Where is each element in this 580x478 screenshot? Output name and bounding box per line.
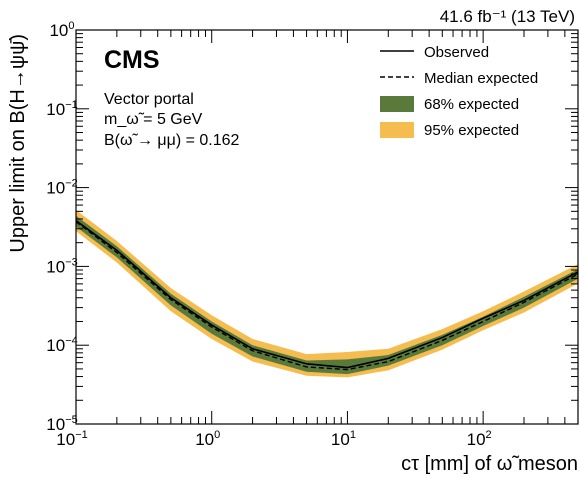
legend-68-label: 68% expected [424,96,519,113]
band-68-expected [76,215,578,375]
y-tick-label: 100 [49,20,74,40]
x-tick-label: 102 [467,429,492,449]
y-tick-label: 10−2 [46,178,77,198]
x-tick-label: 101 [331,429,356,449]
y-tick-label: 10−4 [46,335,77,355]
observed-line [75,220,579,369]
y-axis-label: Upper limit on B(H→ψψ̄) [7,34,29,253]
x-tick-label: 10−1 [56,429,87,449]
x-axis-label: cτ [mm] of ω̃ meson [401,453,578,475]
annotation-portal: Vector portal [104,91,194,108]
experiment-label: CMS [104,46,160,74]
legend-95-swatch [380,122,414,138]
axis-ticks [75,29,579,425]
plot-frame [75,29,579,425]
legend-95-label: 95% expected [424,122,519,139]
y-tick-label: 10−3 [46,256,77,276]
median-expected-line [75,221,579,371]
lumi-label: 41.6 fb⁻¹ (13 TeV) [440,7,575,26]
annotation-branching: B(ω̃ → μμ) = 0.162 [104,132,240,149]
annotation-mass: m_ω̃ = 5 GeV [104,111,203,128]
legend-expected-label: Median expected [424,70,538,87]
band-95-expected [76,209,578,378]
x-tick-labels: 10−1 100 101 102 [56,429,491,449]
x-tick-label: 100 [195,429,220,449]
legend-observed-label: Observed [424,44,489,61]
y-tick-label: 10−1 [46,99,77,119]
y-tick-label: 10−5 [46,414,77,434]
legend: Observed Median expected 68% expected 95… [380,44,538,139]
y-tick-labels: 10−5 10−4 10−3 10−2 10−1 100 [46,20,77,434]
legend-68-swatch [380,96,414,112]
